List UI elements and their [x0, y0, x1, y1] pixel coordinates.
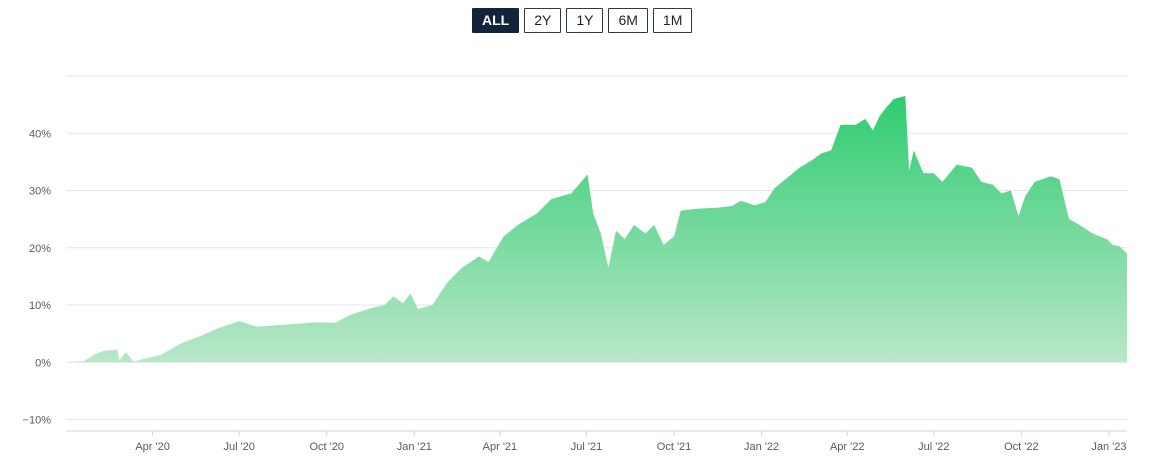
y-tick-label: 30%: [29, 186, 51, 198]
range-selector: ALL 2Y 1Y 6M 1M: [472, 8, 693, 33]
x-tick-label: Apr '21: [483, 441, 518, 453]
y-tick-label: 0%: [35, 357, 51, 369]
range-button-6m[interactable]: 6M: [608, 8, 648, 33]
y-tick-label: 10%: [29, 300, 51, 312]
y-tick-label: −10%: [23, 415, 52, 427]
x-tick-label: Oct '22: [1004, 441, 1039, 453]
x-axis-labels: Apr '20 Jul '20 Oct '20 Jan '21 Apr '21 Jul '…: [135, 441, 1126, 453]
x-tick-label: Jul '21: [571, 441, 602, 453]
range-button-1y[interactable]: 1Y: [566, 8, 604, 33]
y-tick-label: 20%: [29, 243, 51, 255]
y-axis-labels: −10% 0% 10% 20% 30% 40%: [23, 128, 52, 426]
x-axis: [66, 430, 1127, 436]
x-tick-label: Jan '23: [1091, 441, 1126, 453]
x-tick-label: Jul '22: [918, 441, 949, 453]
x-tick-label: Apr '20: [135, 441, 170, 453]
x-tick-label: Jan '21: [397, 441, 432, 453]
range-button-all[interactable]: ALL: [472, 8, 520, 33]
x-tick-label: Oct '21: [657, 441, 692, 453]
area-layer: [66, 96, 1127, 363]
range-button-2y[interactable]: 2Y: [524, 8, 562, 33]
x-tick-label: Oct '20: [309, 441, 344, 453]
range-button-1m[interactable]: 1M: [652, 8, 693, 33]
x-tick-label: Apr '22: [830, 441, 865, 453]
series-area: [66, 96, 1127, 363]
x-tick-label: Jul '20: [223, 441, 254, 453]
x-tick-label: Jan '22: [744, 441, 779, 453]
y-tick-label: 40%: [29, 128, 51, 140]
